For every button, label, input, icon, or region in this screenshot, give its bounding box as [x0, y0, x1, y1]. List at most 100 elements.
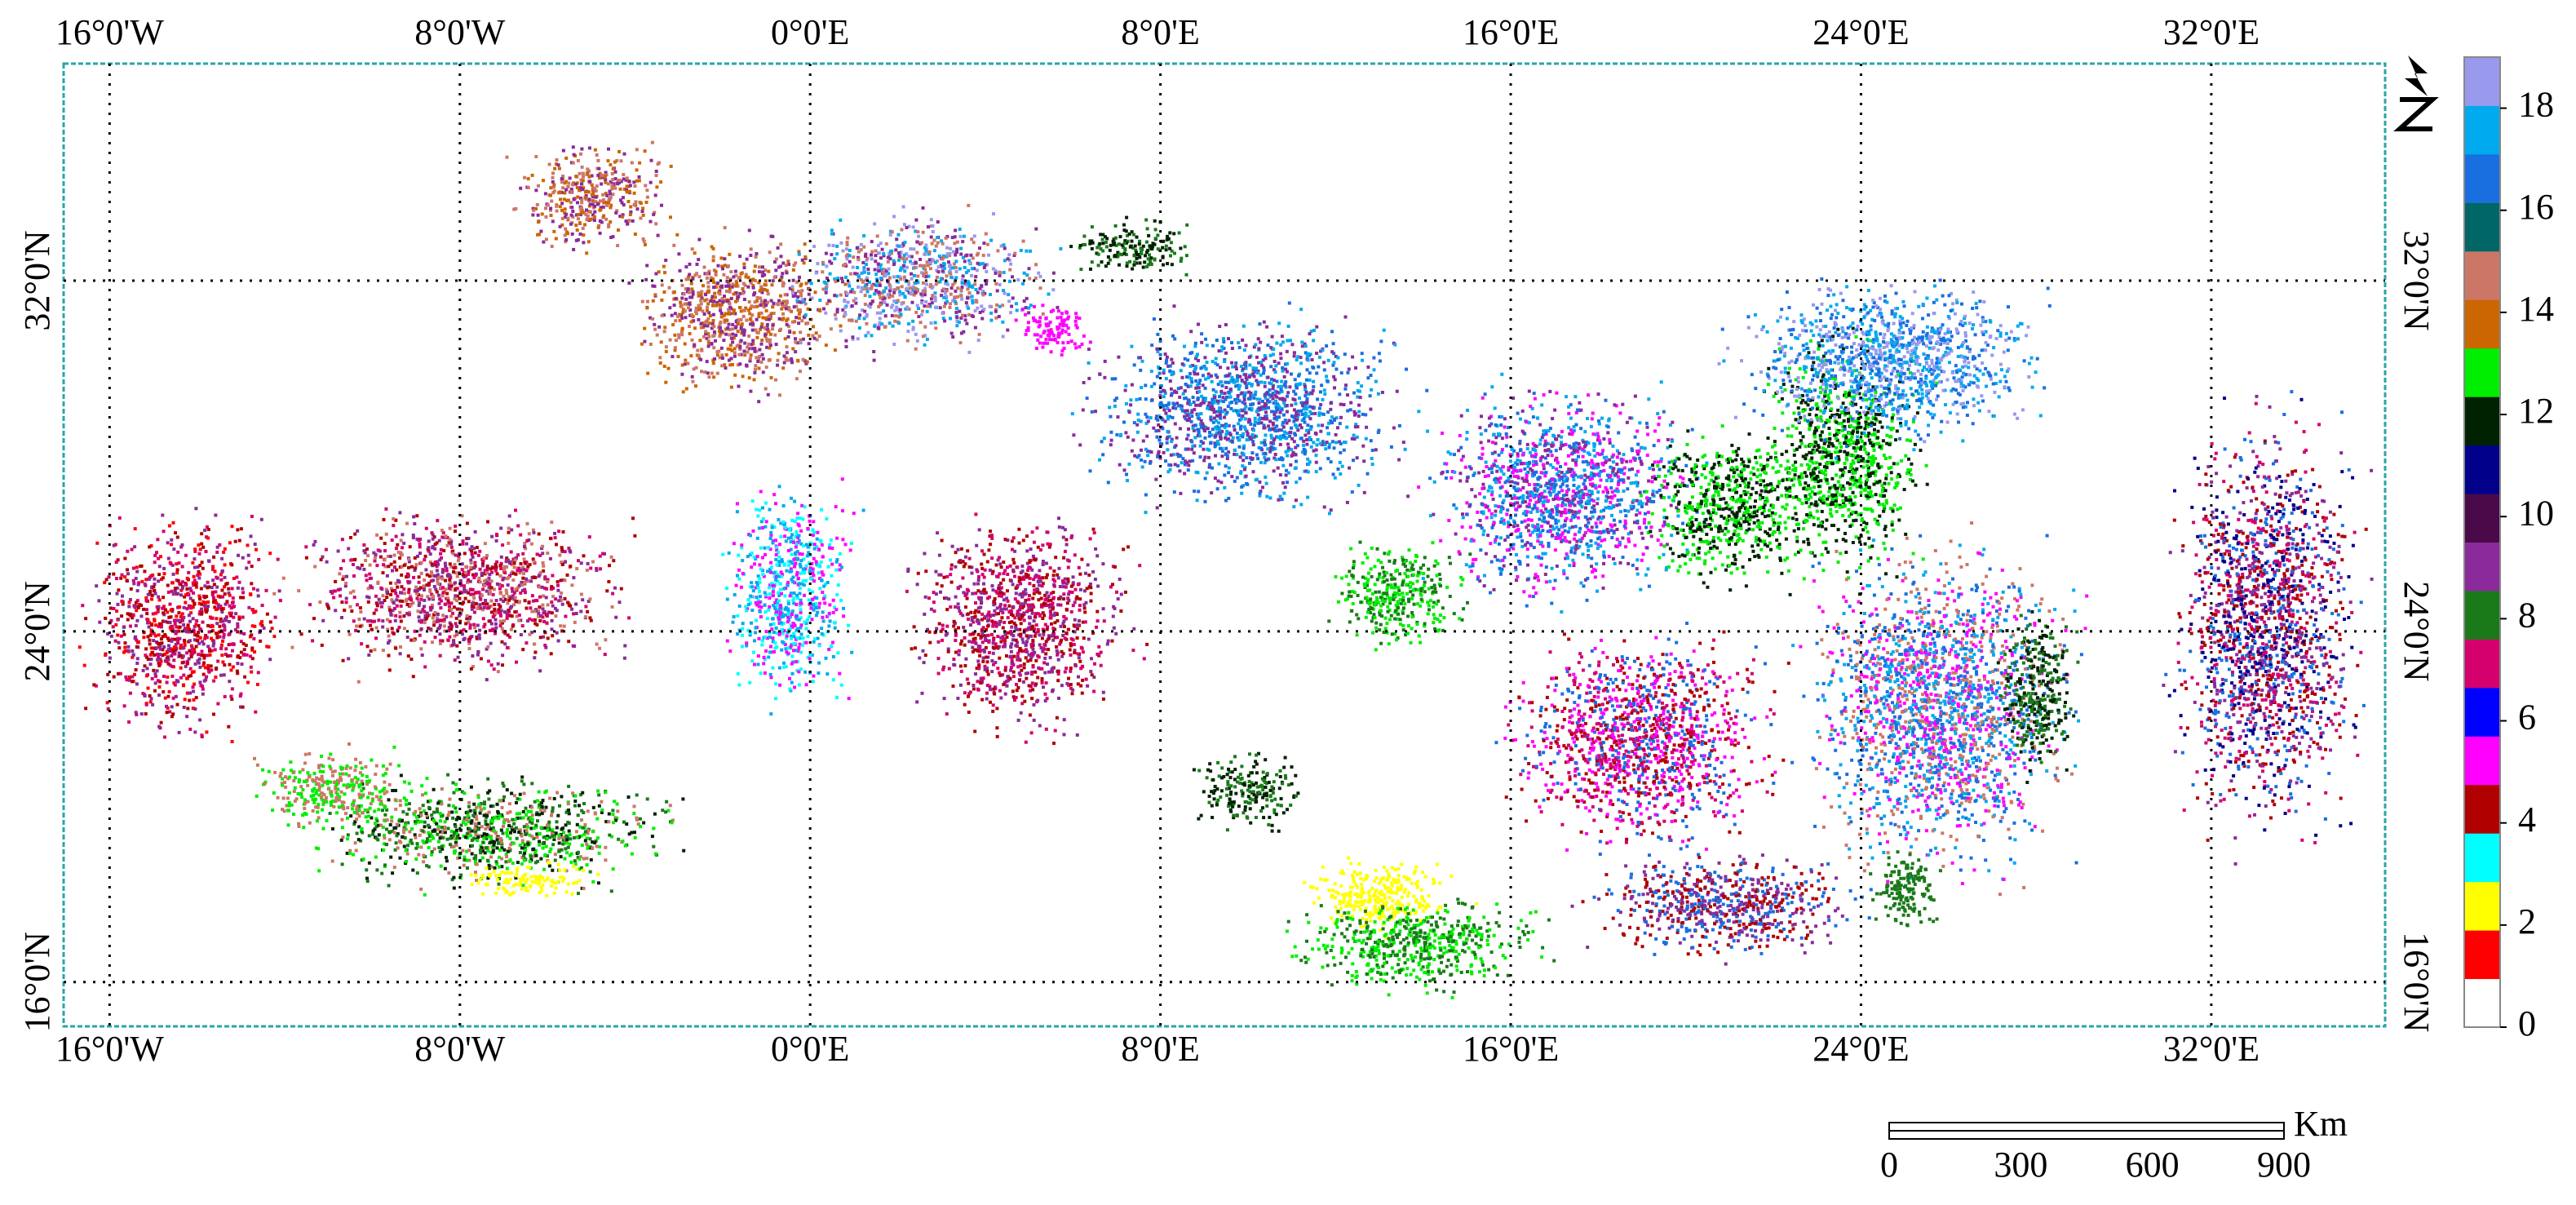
pixel [518, 614, 521, 617]
pixel [253, 757, 256, 760]
pixel [357, 838, 361, 841]
pixel [750, 585, 754, 588]
pixel [442, 591, 445, 595]
pixel [750, 565, 753, 569]
pixel [569, 833, 572, 836]
pixel [98, 621, 101, 624]
pixel [339, 766, 343, 769]
pixel [779, 265, 782, 268]
pixel [388, 609, 392, 612]
pixel [184, 583, 188, 587]
pixel [661, 314, 664, 317]
pixel [754, 631, 757, 634]
pixel [167, 616, 170, 619]
pixel [470, 786, 473, 789]
pixel [150, 594, 153, 597]
pixel [709, 314, 712, 317]
pixel [515, 661, 518, 664]
pixel [688, 332, 692, 335]
pixel [221, 661, 224, 664]
pixel [356, 832, 359, 835]
pixel [794, 337, 797, 340]
pixel [167, 591, 170, 594]
pixel [793, 591, 796, 595]
pixel [444, 562, 447, 565]
pixel [427, 846, 431, 849]
pixel [760, 343, 764, 346]
pixel [570, 608, 573, 611]
pixel [635, 818, 639, 822]
pixel [800, 633, 803, 636]
pixel [662, 265, 666, 268]
pixel [201, 653, 204, 657]
pixel [364, 765, 367, 769]
pixel [354, 629, 357, 632]
pixel [547, 611, 551, 614]
pixel [385, 596, 388, 599]
pixel [769, 571, 772, 574]
pixel [395, 569, 398, 572]
pixel [483, 814, 486, 817]
pixel [805, 627, 808, 631]
pixel [288, 791, 291, 795]
pixel [765, 520, 768, 523]
pixel [274, 616, 277, 619]
pixel [360, 796, 363, 800]
pixel [405, 848, 408, 852]
pixel [493, 667, 496, 671]
pixel [200, 612, 203, 615]
pixel [734, 270, 737, 273]
pixel [496, 572, 499, 575]
pixel [741, 287, 745, 290]
pixel [231, 687, 234, 690]
pixel [794, 624, 797, 627]
pixel [423, 578, 426, 582]
pixel [586, 569, 589, 572]
pixel [211, 578, 215, 582]
pixel [399, 652, 402, 655]
pixel [808, 588, 811, 591]
pixel [417, 853, 420, 857]
pixel [463, 864, 466, 867]
pixel [216, 660, 219, 663]
pixel [359, 606, 362, 609]
pixel [706, 306, 709, 309]
pixel [144, 712, 148, 715]
pixel [499, 620, 502, 623]
pixel [176, 536, 179, 539]
pixel [749, 254, 752, 257]
pixel [234, 612, 237, 615]
pixel [391, 538, 394, 542]
pixel [538, 619, 542, 622]
pixel [730, 386, 733, 389]
pixel [507, 824, 511, 827]
pixel [250, 633, 253, 636]
pixel [711, 304, 715, 308]
pixel [383, 786, 386, 790]
pixel [132, 614, 135, 617]
pixel [521, 648, 524, 651]
pixel [542, 561, 545, 565]
pixel [710, 343, 714, 346]
pixel [490, 586, 494, 589]
pixel [427, 539, 431, 543]
pixel [414, 586, 418, 589]
pixel [790, 553, 794, 556]
pixel [501, 653, 504, 657]
pixel [135, 639, 138, 642]
pixel [474, 822, 477, 826]
pixel [365, 574, 368, 577]
pixel [334, 590, 337, 593]
pixel [321, 784, 324, 787]
pixel [115, 609, 118, 613]
pixel [272, 635, 276, 638]
pixel [108, 657, 112, 660]
pixel [231, 649, 234, 653]
pixel [405, 598, 408, 601]
pixel [570, 893, 573, 896]
pixel [393, 565, 396, 569]
pixel [469, 623, 472, 627]
pixel [172, 573, 175, 576]
pixel [361, 564, 364, 567]
pixel [494, 565, 498, 569]
